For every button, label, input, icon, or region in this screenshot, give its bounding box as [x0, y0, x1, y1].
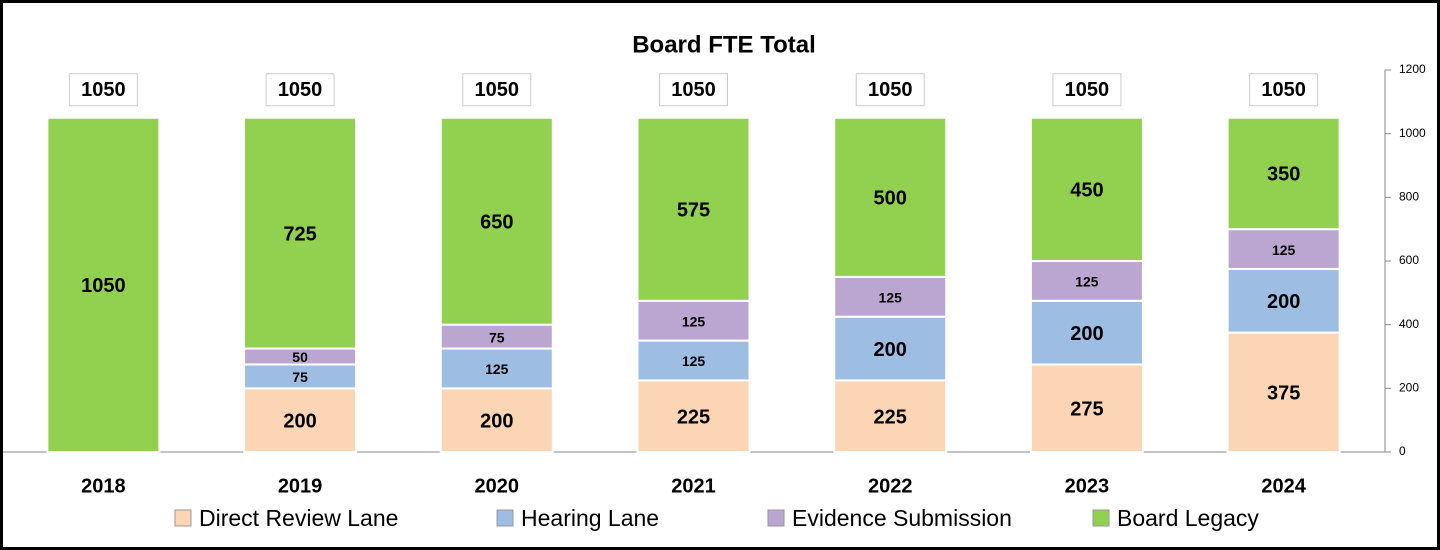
data-label: 125 [682, 313, 706, 329]
total-label-box [68, 73, 138, 107]
x-tick-label: 2024 [1261, 475, 1306, 497]
x-tick-label: 2020 [475, 475, 520, 497]
data-label: 1050 [81, 275, 126, 297]
legend-swatch [496, 509, 514, 527]
total-label: 1050 [278, 79, 323, 101]
legend-swatch [767, 509, 785, 527]
total-label: 1050 [1065, 79, 1110, 101]
data-label: 50 [292, 349, 308, 365]
data-label: 125 [485, 361, 509, 377]
data-label: 650 [480, 211, 513, 233]
data-label: 375 [1267, 383, 1300, 405]
total-label: 1050 [475, 79, 520, 101]
data-label: 125 [682, 353, 706, 369]
total-label: 1050 [671, 79, 716, 101]
legend-swatch [1092, 509, 1110, 527]
data-label: 500 [874, 188, 907, 210]
bar-segment [439, 116, 554, 326]
bar-segment [636, 299, 751, 342]
data-label: 125 [879, 290, 903, 306]
data-label: 125 [1272, 242, 1296, 258]
total-label: 1050 [81, 79, 126, 101]
bar-segment [1226, 116, 1341, 231]
data-label: 275 [1070, 399, 1103, 421]
bar-segment [243, 116, 358, 350]
bar-segment [1226, 267, 1341, 334]
legend-label: Direct Review Lane [199, 505, 398, 531]
legend-label: Evidence Submission [792, 505, 1012, 531]
bar-segment [1029, 363, 1144, 454]
data-label: 350 [1267, 164, 1300, 186]
bar-segment [636, 116, 751, 302]
total-label-box [265, 73, 335, 107]
y-tick-label: 1000 [1399, 126, 1426, 140]
y-tick-label: 600 [1399, 253, 1419, 267]
data-label: 200 [480, 410, 513, 432]
legend-label: Hearing Lane [521, 505, 659, 531]
bar-segment [833, 379, 948, 453]
bar-segment [46, 116, 161, 453]
data-label: 200 [283, 410, 316, 432]
total-label: 1050 [1261, 79, 1306, 101]
y-tick-label: 0 [1399, 444, 1406, 458]
y-tick-label: 200 [1399, 381, 1419, 395]
y-tick-label: 400 [1399, 317, 1419, 331]
x-tick-label: 2019 [278, 475, 323, 497]
legend-label: Board Legacy [1117, 505, 1259, 531]
bar-segment [1226, 228, 1341, 270]
data-label: 200 [1070, 323, 1103, 345]
data-label: 75 [489, 329, 505, 345]
y-tick-label: 1200 [1399, 62, 1426, 76]
total-label-box [1249, 73, 1319, 107]
legend-swatch [174, 509, 192, 527]
bar-segment [636, 339, 751, 382]
bar-segment [1226, 331, 1341, 453]
x-tick-label: 2018 [81, 475, 126, 497]
data-label: 225 [677, 406, 710, 428]
bar-segment [243, 387, 358, 454]
data-label: 200 [874, 339, 907, 361]
y-tick-label: 800 [1399, 190, 1419, 204]
chart-title: Board FTE Total [632, 31, 816, 58]
total-label: 1050 [868, 79, 913, 101]
data-label: 125 [1075, 274, 1099, 290]
total-label-box [1052, 73, 1122, 107]
total-label-box [462, 73, 532, 107]
bar-segment [1029, 116, 1144, 262]
x-tick-label: 2023 [1065, 475, 1110, 497]
bar-segment [833, 315, 948, 382]
bar-segment [1029, 260, 1144, 302]
data-label: 575 [677, 200, 710, 222]
bar-segment [439, 347, 554, 390]
data-label: 225 [874, 406, 907, 428]
data-label: 75 [292, 369, 308, 385]
total-label-box [855, 73, 925, 107]
total-label-box [659, 73, 728, 107]
bar-segment [636, 379, 751, 453]
data-label: 725 [283, 223, 316, 245]
bar-segment [1029, 299, 1144, 366]
data-label: 200 [1267, 291, 1300, 313]
bar-segment [833, 116, 948, 278]
data-label: 450 [1070, 180, 1103, 202]
x-tick-label: 2021 [671, 475, 716, 497]
x-tick-label: 2022 [868, 475, 913, 497]
